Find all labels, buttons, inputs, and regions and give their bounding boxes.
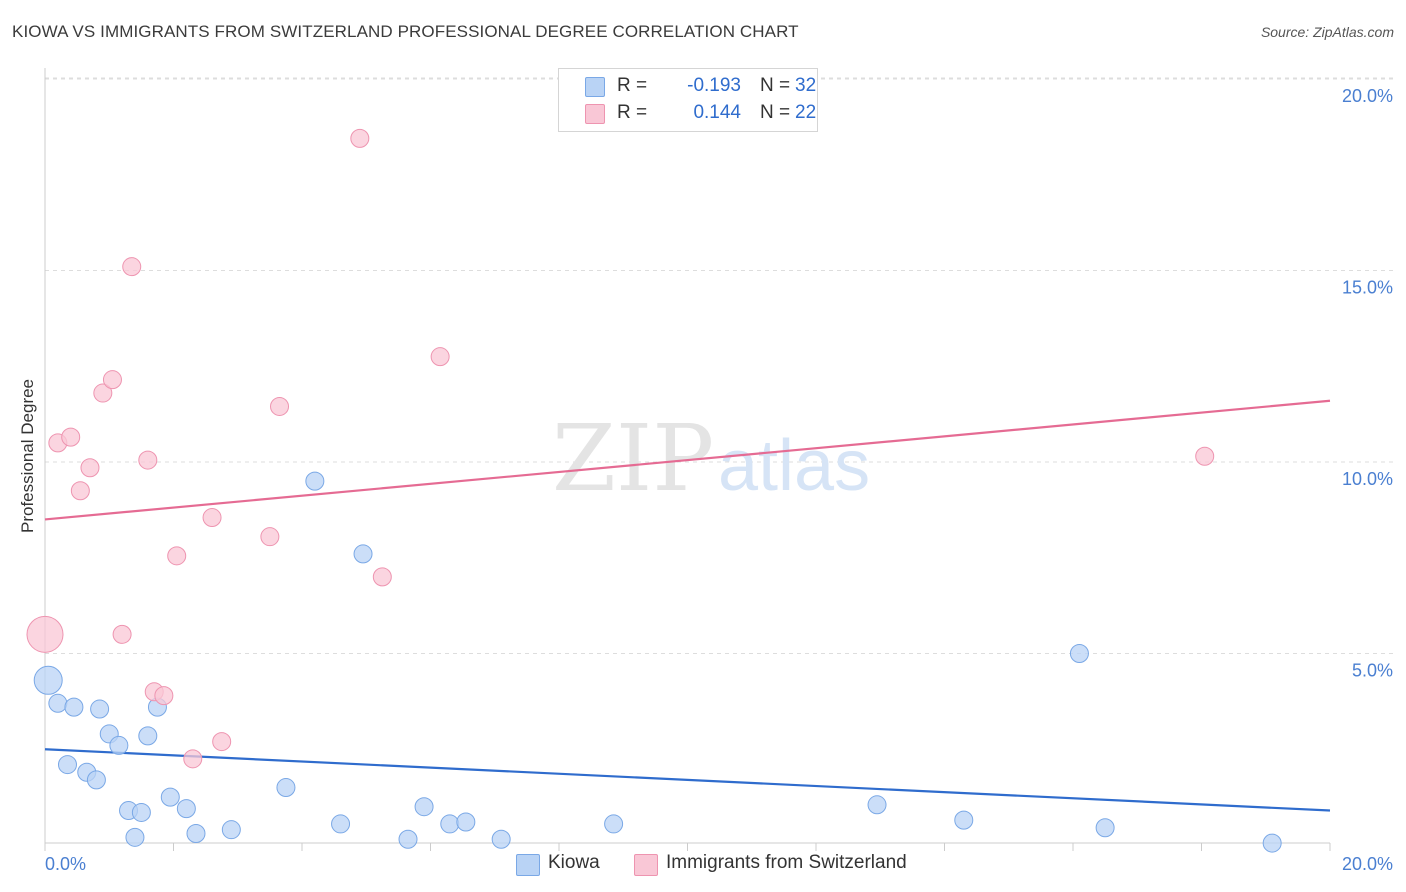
data-point-kiowa [90, 699, 110, 719]
watermark: ZIP atlas [552, 405, 870, 512]
data-point-kiowa [33, 665, 63, 695]
legend-r-label: R = [617, 102, 648, 123]
data-point-swiss [183, 749, 203, 769]
data-point-kiowa [305, 471, 325, 491]
data-point-kiowa [86, 770, 106, 790]
legend-n-value: 22 [795, 102, 817, 123]
data-point-kiowa [276, 778, 296, 798]
x-tick-label: 0.0% [45, 854, 86, 874]
data-point-kiowa [57, 755, 77, 775]
data-point-kiowa [491, 829, 511, 849]
series-swatch-swiss [634, 854, 658, 876]
data-point-kiowa [176, 799, 196, 819]
data-point-kiowa [131, 802, 151, 822]
y-tick-label: 20.0% [1342, 86, 1393, 106]
legend-r-value: -0.193 [687, 75, 741, 96]
data-point-kiowa [186, 824, 206, 844]
watermark-atlas: atlas [718, 426, 870, 506]
chart-title: KIOWA VS IMMIGRANTS FROM SWITZERLAND PRO… [12, 22, 799, 41]
series-legend-label: Immigrants from Switzerland [666, 852, 907, 873]
data-point-kiowa [1262, 833, 1282, 853]
legend-swatch-swiss [585, 104, 605, 124]
data-point-kiowa [1095, 818, 1115, 838]
data-point-kiowa [414, 797, 434, 817]
y-tick-label: 5.0% [1352, 661, 1393, 681]
data-point-kiowa [398, 829, 418, 849]
data-point-kiowa [331, 814, 351, 834]
data-point-swiss [1195, 446, 1215, 466]
data-point-swiss [154, 686, 174, 706]
data-point-swiss [270, 396, 290, 416]
data-points [26, 128, 1282, 853]
data-point-swiss [112, 624, 132, 644]
chart-source: Source: ZipAtlas.com [1260, 24, 1394, 40]
series-swatch-kiowa [516, 854, 540, 876]
data-point-kiowa [954, 810, 974, 830]
data-point-kiowa [138, 726, 158, 746]
data-point-kiowa [125, 827, 145, 847]
trend-lines [44, 399, 1331, 812]
x-tick-label: 20.0% [1342, 854, 1393, 874]
data-point-swiss [202, 508, 222, 528]
legend-n-value: 32 [795, 75, 817, 96]
legend-r-value: 0.144 [693, 102, 741, 123]
trend-line-swiss [44, 399, 1331, 521]
data-point-swiss [430, 347, 450, 367]
y-axis-title: Professional Degree [18, 378, 37, 534]
data-point-swiss [212, 732, 232, 752]
data-point-kiowa [604, 814, 624, 834]
data-point-swiss [61, 427, 81, 447]
gridlines [45, 77, 1395, 654]
trend-line-kiowa [44, 748, 1331, 812]
axes [44, 68, 1331, 851]
data-point-kiowa [109, 735, 129, 755]
data-point-swiss [93, 383, 113, 403]
watermark-zip: ZIP [552, 405, 714, 512]
tick-labels: 5.0% 10.0% 15.0% 20.0% 0.0% 20.0% [45, 86, 1393, 874]
data-point-kiowa [353, 544, 373, 564]
data-point-kiowa [160, 787, 180, 807]
data-point-swiss [138, 450, 158, 470]
data-point-kiowa [48, 693, 68, 713]
legend-swatch-kiowa [585, 77, 605, 97]
data-point-kiowa [440, 814, 460, 834]
data-point-swiss [70, 481, 90, 501]
data-point-kiowa [1069, 644, 1089, 663]
data-point-kiowa [64, 697, 84, 717]
legend-n-label: N = [760, 75, 791, 96]
data-point-kiowa [221, 820, 241, 840]
legend-r-label: R = [617, 75, 648, 96]
data-point-swiss [167, 546, 187, 566]
data-point-kiowa [456, 812, 476, 832]
data-point-swiss [26, 615, 64, 653]
y-tick-label: 10.0% [1342, 469, 1393, 489]
data-point-swiss [80, 458, 100, 478]
y-tick-label: 15.0% [1342, 278, 1393, 298]
data-point-kiowa [867, 795, 887, 815]
data-point-swiss [350, 128, 370, 148]
series-legend-label: Kiowa [548, 852, 600, 873]
legend-n-label: N = [760, 102, 791, 123]
data-point-swiss [372, 567, 392, 587]
series-legend: Kiowa Immigrants from Switzerland [0, 852, 1406, 878]
correlation-legend: R = -0.193 N = 32 R = 0.144 N = 22 [558, 68, 818, 132]
data-point-swiss [260, 527, 280, 547]
data-point-swiss [122, 257, 142, 277]
data-point-swiss [102, 370, 122, 390]
